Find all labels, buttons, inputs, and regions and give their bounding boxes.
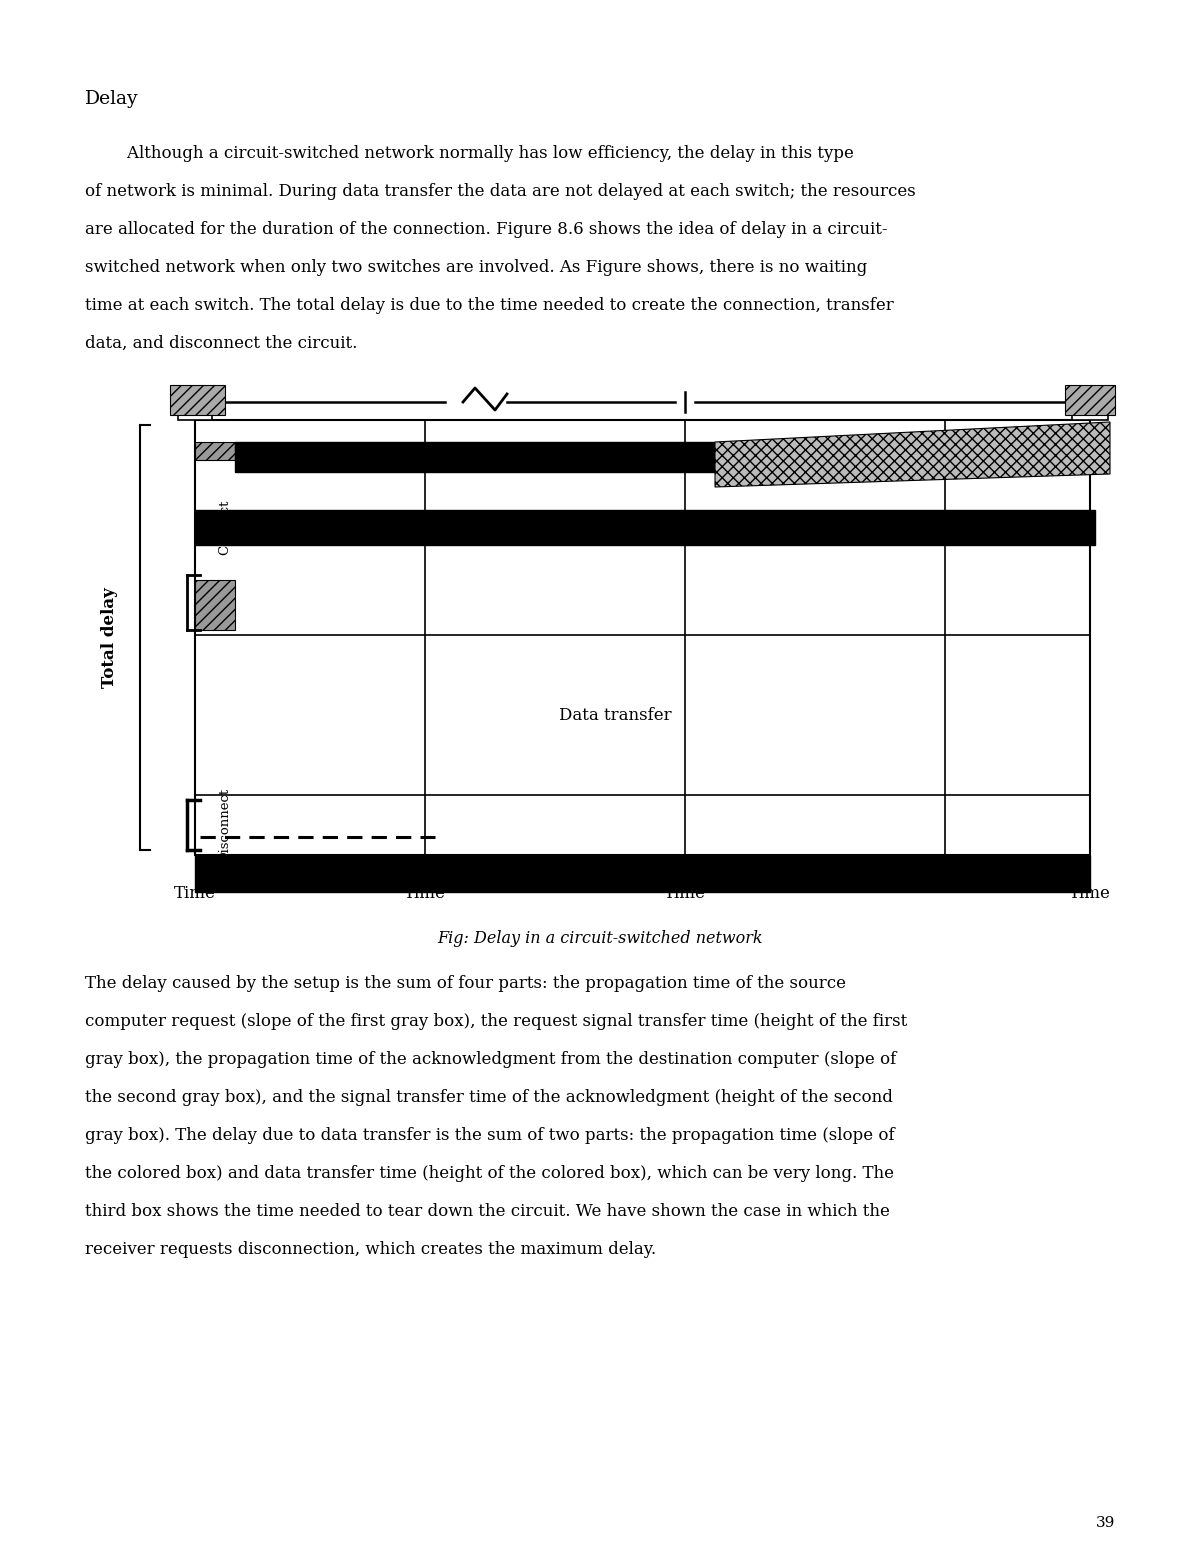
Text: A: A	[182, 398, 208, 415]
Text: The delay caused by the setup is the sum of four parts: the propagation time of : The delay caused by the setup is the sum…	[85, 975, 846, 992]
Text: B: B	[1078, 398, 1103, 415]
Text: Time: Time	[404, 885, 446, 902]
Bar	[235, 443, 715, 472]
Polygon shape	[1066, 385, 1115, 415]
Text: Connect: Connect	[218, 500, 232, 554]
Text: Although a circuit-switched network normally has low efficiency, the delay in th: Although a circuit-switched network norm…	[85, 144, 854, 162]
Text: computer request (slope of the first gray box), the request signal transfer time: computer request (slope of the first gra…	[85, 1013, 907, 1030]
Text: Time: Time	[1069, 885, 1111, 902]
Text: Time: Time	[664, 885, 706, 902]
Text: Disconnect: Disconnect	[218, 787, 232, 862]
Bar	[194, 509, 1096, 545]
Text: Fig: Delay in a circuit-switched network: Fig: Delay in a circuit-switched network	[437, 930, 763, 947]
Polygon shape	[715, 422, 1110, 488]
Text: third box shows the time needed to tear down the circuit. We have shown the case: third box shows the time needed to tear …	[85, 1204, 890, 1221]
Text: Time: Time	[174, 885, 216, 902]
Text: 39: 39	[1096, 1516, 1115, 1530]
Text: are allocated for the duration of the connection. Figure 8.6 shows the idea of d: are allocated for the duration of the co…	[85, 221, 888, 238]
Text: Total delay: Total delay	[102, 587, 119, 688]
Text: the second gray box), and the signal transfer time of the acknowledgment (height: the second gray box), and the signal tra…	[85, 1089, 893, 1106]
Text: Data transfer: Data transfer	[559, 707, 671, 724]
Text: gray box). The delay due to data transfer is the sum of two parts: the propagati: gray box). The delay due to data transfe…	[85, 1127, 895, 1145]
Text: time at each switch. The total delay is due to the time needed to create the con: time at each switch. The total delay is …	[85, 297, 894, 314]
Text: data, and disconnect the circuit.: data, and disconnect the circuit.	[85, 335, 358, 353]
Text: receiver requests disconnection, which creates the maximum delay.: receiver requests disconnection, which c…	[85, 1241, 656, 1258]
Polygon shape	[194, 443, 235, 460]
Text: Delay: Delay	[85, 90, 139, 109]
Polygon shape	[194, 579, 235, 631]
Bar	[194, 856, 1090, 891]
Text: switched network when only two switches are involved. As Figure shows, there is : switched network when only two switches …	[85, 259, 868, 276]
Text: the colored box) and data transfer time (height of the colored box), which can b: the colored box) and data transfer time …	[85, 1165, 894, 1182]
Polygon shape	[170, 385, 226, 415]
Text: of network is minimal. During data transfer the data are not delayed at each swi: of network is minimal. During data trans…	[85, 183, 916, 200]
Text: gray box), the propagation time of the acknowledgment from the destination compu: gray box), the propagation time of the a…	[85, 1051, 896, 1068]
